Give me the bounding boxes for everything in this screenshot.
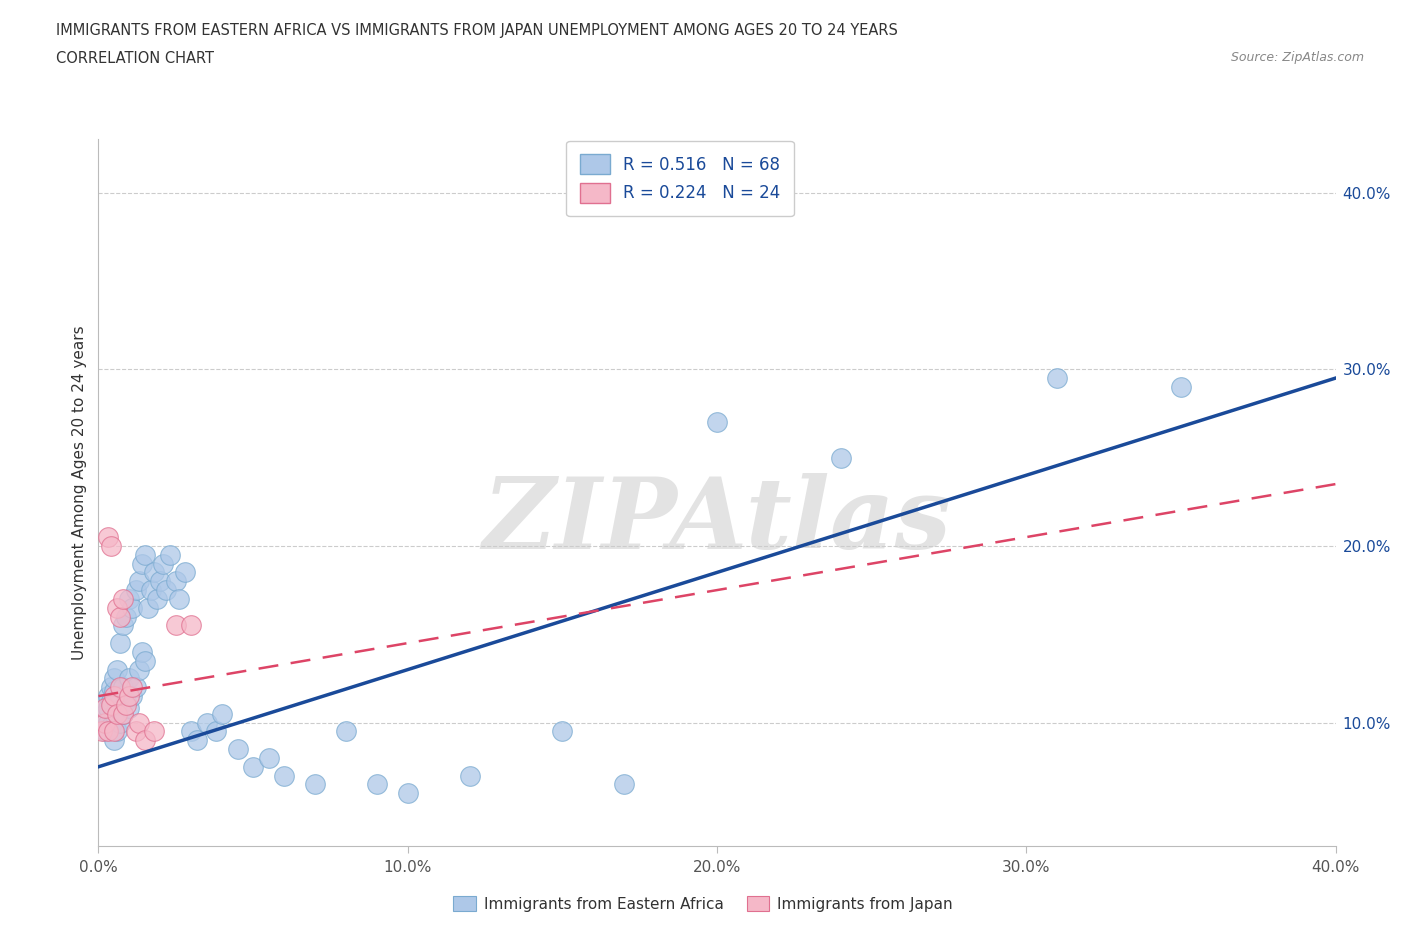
Text: CORRELATION CHART: CORRELATION CHART: [56, 51, 214, 66]
Point: [97, 530, 120, 545]
Point: [118, 688, 141, 704]
Point: [105, 662, 128, 677]
Point: [108, 609, 131, 624]
Point: [112, 707, 135, 722]
Point: [97, 701, 120, 716]
Point: [103, 733, 125, 748]
Point: [112, 707, 135, 722]
Point: [165, 618, 187, 633]
Point: [90, 724, 112, 738]
Point: [366, 777, 388, 792]
Point: [103, 707, 125, 722]
Point: [134, 653, 156, 668]
Point: [226, 742, 249, 757]
Point: [108, 688, 131, 704]
Point: [242, 759, 264, 774]
Point: [613, 777, 636, 792]
Point: [118, 671, 141, 686]
Point: [115, 694, 138, 709]
Point: [93, 701, 115, 716]
Point: [174, 565, 197, 580]
Point: [146, 591, 169, 606]
Point: [128, 715, 150, 730]
Point: [143, 724, 166, 738]
Point: [105, 698, 128, 712]
Point: [211, 707, 233, 722]
Point: [124, 680, 146, 695]
Point: [112, 680, 135, 695]
Point: [112, 618, 135, 633]
Point: [205, 724, 228, 738]
Point: [90, 698, 112, 712]
Point: [1170, 379, 1192, 394]
Point: [100, 719, 122, 734]
Legend: R = 0.516   N = 68, R = 0.224   N = 24: R = 0.516 N = 68, R = 0.224 N = 24: [567, 140, 793, 217]
Point: [124, 582, 146, 598]
Point: [103, 684, 125, 698]
Point: [180, 724, 202, 738]
Point: [706, 415, 728, 430]
Point: [131, 556, 153, 571]
Point: [134, 547, 156, 562]
Point: [103, 671, 125, 686]
Point: [118, 591, 141, 606]
Point: [149, 574, 172, 589]
Point: [396, 786, 419, 801]
Point: [108, 636, 131, 651]
Point: [103, 724, 125, 738]
Point: [136, 601, 159, 616]
Text: Source: ZipAtlas.com: Source: ZipAtlas.com: [1230, 51, 1364, 64]
Point: [152, 556, 174, 571]
Point: [100, 694, 122, 709]
Point: [159, 547, 181, 562]
Point: [103, 688, 125, 704]
Point: [257, 751, 280, 765]
Point: [458, 768, 481, 783]
Point: [100, 538, 122, 553]
Y-axis label: Unemployment Among Ages 20 to 24 years: Unemployment Among Ages 20 to 24 years: [72, 326, 87, 660]
Point: [155, 582, 177, 598]
Legend: Immigrants from Eastern Africa, Immigrants from Japan: Immigrants from Eastern Africa, Immigran…: [447, 889, 959, 918]
Point: [134, 733, 156, 748]
Point: [108, 715, 131, 730]
Point: [551, 724, 574, 738]
Point: [121, 680, 143, 695]
Point: [165, 574, 187, 589]
Text: IMMIGRANTS FROM EASTERN AFRICA VS IMMIGRANTS FROM JAPAN UNEMPLOYMENT AMONG AGES : IMMIGRANTS FROM EASTERN AFRICA VS IMMIGR…: [56, 23, 898, 38]
Point: [93, 724, 115, 738]
Point: [105, 601, 128, 616]
Point: [1046, 371, 1069, 386]
Point: [100, 680, 122, 695]
Point: [273, 768, 295, 783]
Point: [118, 701, 141, 716]
Point: [121, 688, 143, 704]
Point: [830, 450, 852, 465]
Point: [131, 644, 153, 659]
Point: [112, 591, 135, 606]
Point: [121, 601, 143, 616]
Point: [180, 618, 202, 633]
Point: [115, 609, 138, 624]
Point: [195, 715, 218, 730]
Point: [93, 707, 115, 722]
Point: [128, 574, 150, 589]
Point: [93, 715, 115, 730]
Point: [128, 662, 150, 677]
Point: [108, 680, 131, 695]
Point: [115, 698, 138, 712]
Point: [304, 777, 326, 792]
Point: [186, 733, 208, 748]
Point: [124, 724, 146, 738]
Point: [97, 724, 120, 738]
Text: ZIPAtlas: ZIPAtlas: [482, 473, 952, 569]
Point: [97, 688, 120, 704]
Point: [139, 582, 162, 598]
Point: [335, 724, 357, 738]
Point: [97, 715, 120, 730]
Point: [167, 591, 190, 606]
Point: [143, 565, 166, 580]
Point: [100, 698, 122, 712]
Point: [105, 724, 128, 738]
Point: [105, 707, 128, 722]
